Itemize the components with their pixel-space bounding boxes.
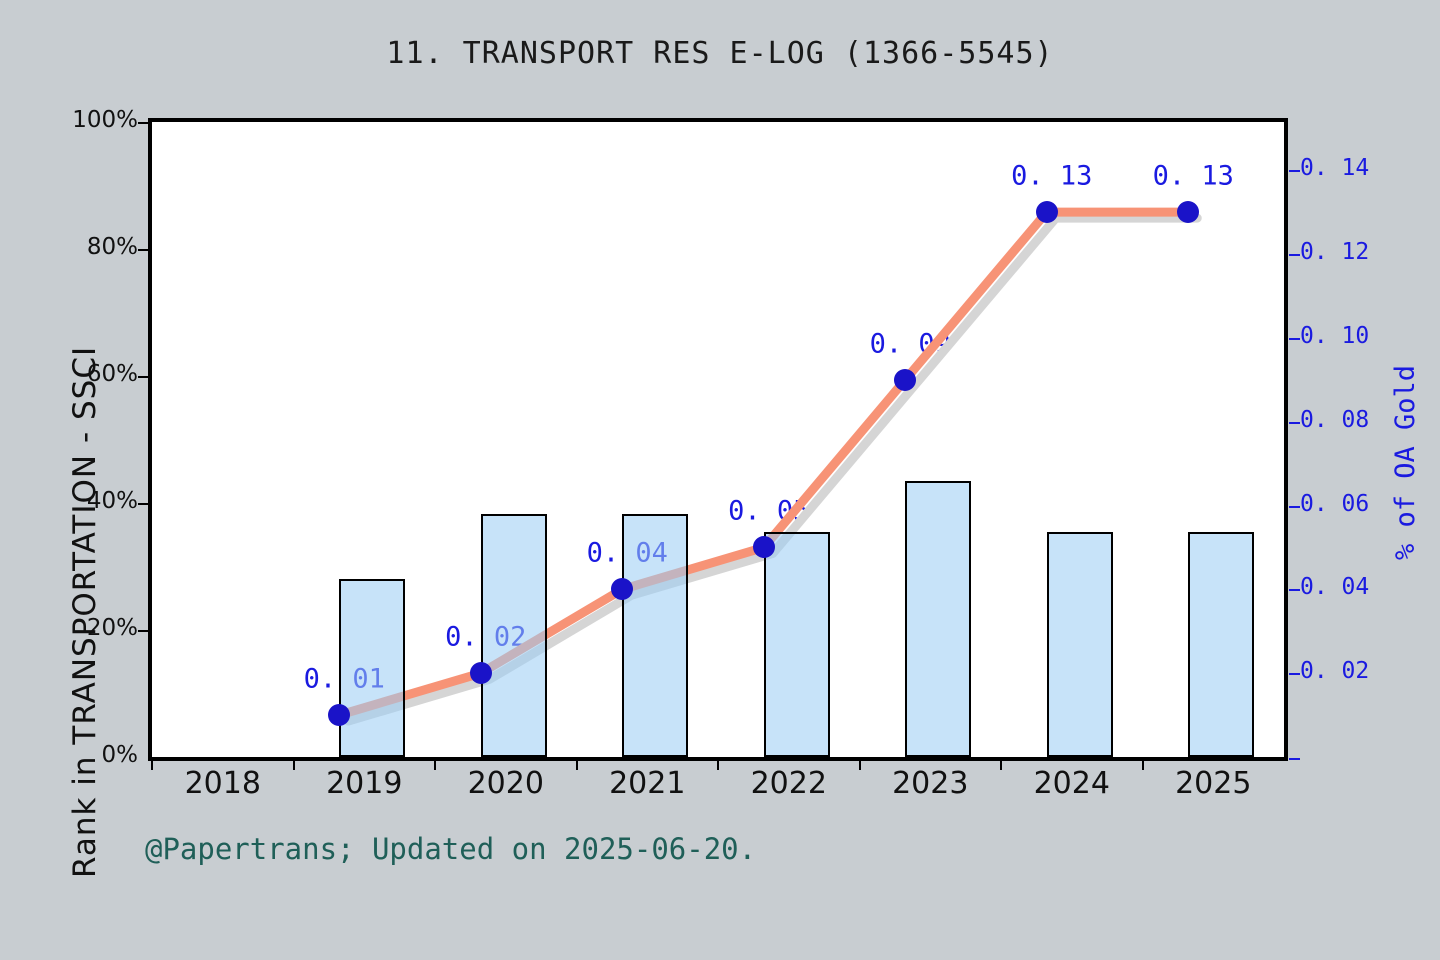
bar-2022 — [763, 531, 830, 757]
page-title: 11. TRANSPORT RES E-LOG (1366-5545) — [386, 36, 1054, 71]
x-axis-tick-label-2020: 2020 — [467, 766, 544, 801]
x-axis-tick-mark — [575, 761, 578, 770]
bars-layer — [152, 122, 1284, 757]
right-axis-tick-mark — [1289, 170, 1300, 173]
oa-gold-marker-2025 — [1177, 201, 1200, 224]
bar-2020 — [480, 513, 547, 757]
right-axis-tick-label: 0. 06 — [1300, 490, 1370, 517]
x-axis-tick-label-2018: 2018 — [184, 766, 261, 801]
x-axis-tick-mark — [292, 761, 295, 770]
oa-gold-marker-2022 — [752, 536, 775, 559]
right-axis-tick-label: 0. 12 — [1300, 239, 1370, 266]
x-axis-tick-mark — [858, 761, 861, 770]
oa-gold-marker-2019 — [328, 704, 351, 727]
oa-gold-marker-2021 — [611, 578, 634, 601]
oa-gold-marker-2024 — [1035, 201, 1058, 224]
x-axis-tick-label-2025: 2025 — [1175, 766, 1252, 801]
bar-2019 — [339, 579, 406, 757]
left-axis-tick-label: 40% — [86, 488, 138, 514]
x-axis-tick-label-2022: 2022 — [750, 766, 827, 801]
footer-credit: @Papertrans; Updated on 2025-06-20. — [145, 832, 757, 866]
plot-inner: 0. 010. 020. 040. 050. 090. 130. 13 — [152, 122, 1284, 757]
oa-gold-marker-2023 — [894, 368, 917, 391]
x-axis-tick-label-2021: 2021 — [609, 766, 686, 801]
markers-layer — [152, 122, 1284, 757]
left-axis-tick-label: 60% — [86, 361, 138, 387]
left-axis-tick-mark — [138, 122, 149, 124]
x-axis-tick-mark — [717, 761, 719, 770]
right-axis-tick-mark — [1289, 589, 1300, 592]
left-axis-tick-label: 80% — [86, 234, 138, 260]
right-axis-tick-label: 0. 14 — [1300, 155, 1370, 182]
right-axis-tick-mark — [1289, 505, 1300, 508]
right-axis-tick-label: 0. 10 — [1300, 322, 1370, 349]
bar-2024 — [1046, 531, 1113, 757]
left-axis-tick-label: 0% — [101, 742, 139, 768]
right-axis-tick-label: 0. 08 — [1300, 406, 1370, 433]
right-axis-tick-mark — [1289, 421, 1300, 424]
bar-2025 — [1188, 531, 1255, 757]
right-axis-tick-mark — [1289, 337, 1300, 340]
left-axis-tick-mark — [138, 503, 149, 505]
x-axis-tick-label-2023: 2023 — [892, 766, 969, 801]
left-axis-tick-label: 100% — [72, 107, 138, 133]
x-axis-tick-mark — [1141, 761, 1144, 770]
left-axis-tick-mark — [138, 630, 149, 632]
bar-2021 — [622, 513, 689, 757]
oa-gold-value-label-2025: 0. 13 — [1152, 160, 1234, 192]
right-axis-tick-mark — [1289, 254, 1300, 257]
bar-2023 — [905, 480, 972, 757]
right-axis-label: % of OA Gold — [1390, 364, 1421, 560]
plot-area: 0. 010. 020. 040. 050. 090. 130. 13 — [148, 118, 1288, 761]
x-axis-tick-label-2019: 2019 — [326, 766, 403, 801]
left-axis-tick-mark — [138, 376, 149, 378]
left-axis-tick-mark — [138, 249, 149, 251]
right-axis-tick-label: 0. 04 — [1300, 574, 1370, 601]
oa-gold-value-label-2024: 0. 13 — [1011, 160, 1093, 192]
right-axis-tick-label: 0. 02 — [1300, 658, 1370, 685]
left-axis-tick-label: 20% — [86, 615, 138, 641]
x-axis-tick-mark — [1000, 761, 1002, 770]
x-axis-tick-label-2024: 2024 — [1033, 766, 1110, 801]
oa-gold-marker-2020 — [469, 662, 492, 685]
x-axis-tick-mark — [434, 761, 436, 770]
right-axis-tick-mark — [1289, 758, 1300, 760]
x-axis-tick-mark — [151, 761, 153, 770]
left-axis-label: Rank in TRANSPORTATION - SSCI — [67, 345, 103, 878]
right-axis-tick-mark — [1289, 673, 1300, 676]
